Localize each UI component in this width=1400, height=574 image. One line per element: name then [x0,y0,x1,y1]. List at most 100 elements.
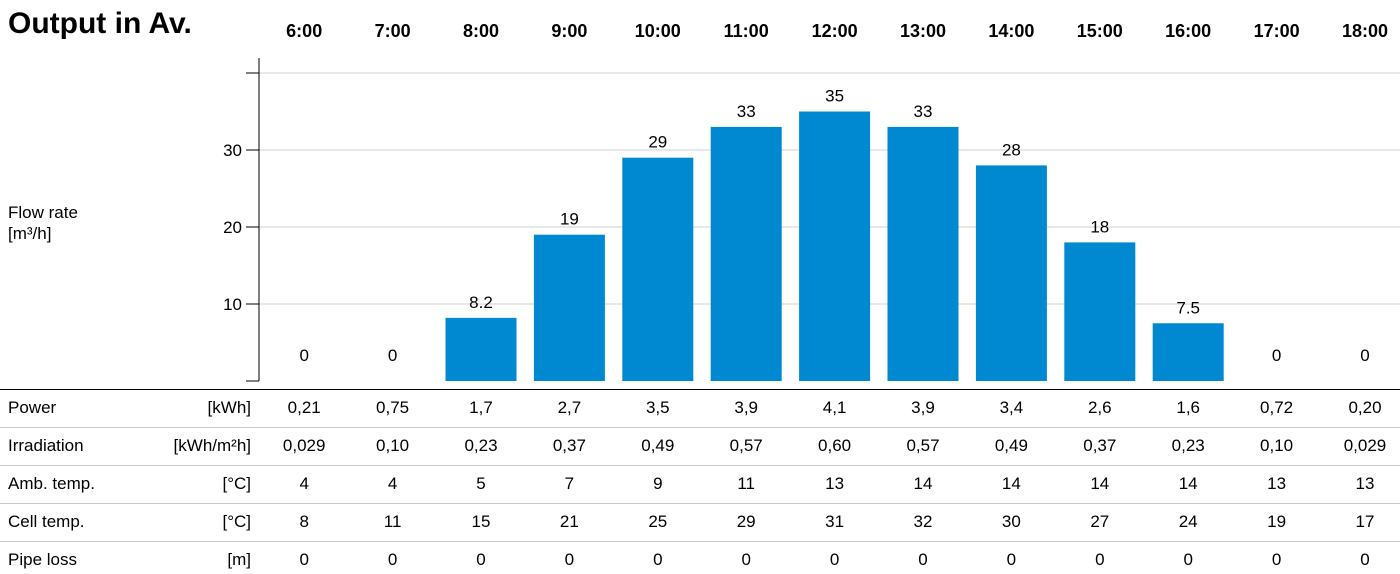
row-label: Amb. temp. [8,474,95,493]
bar [710,126,782,382]
bar [975,165,1047,381]
table-cell: 0 [1271,550,1282,569]
table-top-border [0,389,1400,390]
table-cell: 0,029 [282,436,326,455]
y-axis-label-line: [m³/h] [8,224,52,243]
table-cell: 14 [1178,474,1198,493]
bar [887,126,959,382]
row-unit: [kWh] [207,398,251,417]
row-label: Cell temp. [8,512,85,531]
table-cell: 14 [1090,474,1110,493]
hour-label: 17:00 [1253,21,1300,41]
table-cell: 0,57 [906,436,940,455]
table-cell: 32 [913,512,933,531]
hour-label: 6:00 [286,21,323,41]
table-cell: 0,10 [1260,436,1294,455]
table-cell: 0 [299,550,309,569]
table-cell: 0,029 [1343,436,1387,455]
table-cell: 0 [741,550,751,569]
bar-value-label: 33 [737,102,756,121]
hour-label: 7:00 [374,21,411,41]
bar-value-label: 18 [1090,217,1109,236]
row-unit: [kWh/m²h] [173,436,251,455]
row-unit: [m] [227,550,251,569]
row-divider [0,427,1400,428]
table-cell: 14 [1001,474,1021,493]
bar [533,234,605,381]
table-cell: 0 [653,550,663,569]
bar [445,317,517,381]
hour-label: 18:00 [1341,21,1389,41]
bar-value-label: 33 [914,102,933,121]
bar-value-label: 8.2 [469,293,493,312]
table-cell: 0,37 [1083,436,1117,455]
row-label: Power [8,398,57,417]
table-cell: 8 [299,512,309,531]
y-axis-label-line: Flow rate [8,203,78,222]
bar [622,157,694,381]
table-cell: 27 [1090,512,1110,531]
table-cell: 19 [1267,512,1287,531]
bar-value-label: 0 [1272,346,1281,365]
table-cell: 0 [829,550,840,569]
table-cell: 0,57 [729,436,763,455]
y-axis-label: Flow rate [m³/h] [8,202,78,244]
hour-label: 12:00 [811,21,858,41]
table-cell: 0 [1183,550,1193,569]
hour-label: 8:00 [462,21,500,41]
table-cell: 2,7 [557,398,582,417]
table-cell: 0,23 [464,436,498,455]
hour-label: 10:00 [634,21,681,41]
bar [1064,242,1136,381]
row-label: Irradiation [8,436,84,455]
table-cell: 3,9 [734,398,758,417]
table-cell: 24 [1178,512,1198,531]
table-cell: 0 [387,550,398,569]
table-cell: 13 [1355,474,1375,493]
table-cell: 17 [1355,512,1375,531]
bar-value-label: 29 [648,133,667,152]
table-cell: 0 [918,550,928,569]
table-cell: 0 [1360,550,1370,569]
table-cell: 29 [736,512,756,531]
table-cell: 25 [648,512,668,531]
row-divider [0,465,1400,466]
table-cell: 0,21 [287,398,321,417]
table-cell: 21 [559,512,579,531]
hour-label: 13:00 [899,21,947,41]
y-tick-label: 20 [223,218,242,237]
table-cell: 31 [825,512,845,531]
row-unit: [°C] [222,512,251,531]
row-label: Pipe loss [8,550,77,569]
bar-value-label: 19 [560,210,579,229]
table-cell: 0 [1006,550,1017,569]
bar-value-label: 0 [1360,346,1369,365]
row-divider [0,541,1400,542]
table-cell: 5 [476,474,486,493]
table-cell: 0,75 [376,398,410,417]
bar [799,111,871,381]
bar-value-label: 35 [825,87,844,106]
flow-rate-bar-chart: 10 20 30 0 0 8.2 19 29 33 35 33 28 18 7.5 0 0 [223,58,1400,382]
table-cell: 0 [1095,550,1105,569]
table-cell: 9 [653,474,663,493]
table-cell: 0,10 [376,436,410,455]
table-cell: 15 [471,512,491,531]
table-cell: 3,9 [911,398,935,417]
table-cell: 4,1 [822,398,847,417]
bar-value-label: 7.5 [1176,298,1200,317]
hour-label: 11:00 [723,21,769,41]
hour-label: 14:00 [988,21,1035,41]
table-cell: 30 [1001,512,1021,531]
y-tick-label: 30 [223,141,242,160]
row-unit: [°C] [222,474,251,493]
bar [1152,323,1224,381]
table-cell: 13 [1267,474,1287,493]
table-cell: 1,7 [469,398,493,417]
bar-value-label: 0 [299,346,308,365]
bar-value-label: 0 [388,346,397,365]
table-cell: 0,37 [552,436,586,455]
row-divider [0,503,1400,504]
table-cell: 0,49 [994,436,1028,455]
table-cell: 0,20 [1348,398,1382,417]
